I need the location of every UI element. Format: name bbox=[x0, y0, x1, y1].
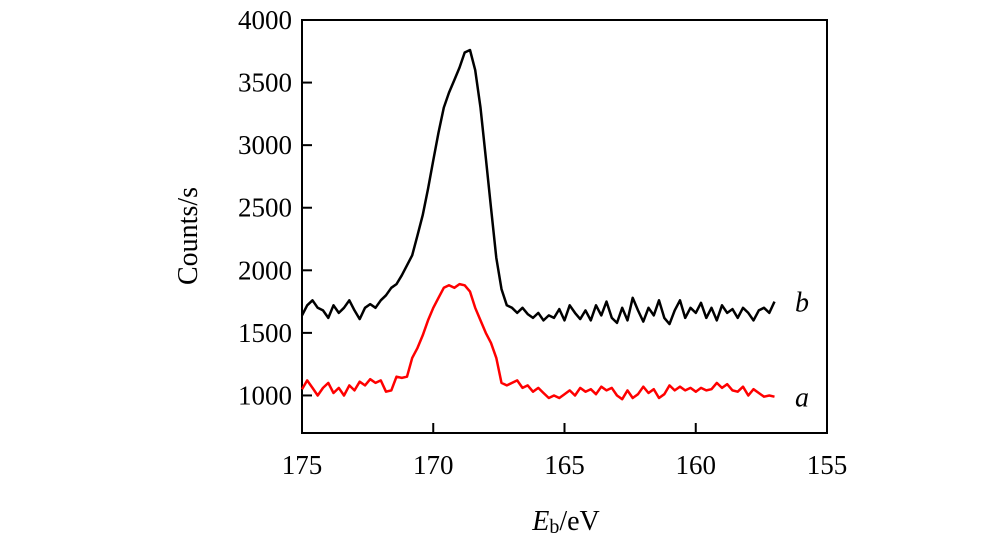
x-axis-label: Eb/eV bbox=[531, 506, 600, 538]
x-tick-label: 155 bbox=[807, 450, 848, 480]
x-axis-label-unit: /eV bbox=[559, 506, 599, 537]
y-tick-label: 1500 bbox=[238, 318, 292, 348]
x-axis-label-symbol: E bbox=[531, 506, 549, 537]
x-tick-label: 175 bbox=[282, 450, 323, 480]
y-tick-label: 3000 bbox=[238, 130, 292, 160]
series-layer bbox=[300, 48, 776, 401]
series-line-b bbox=[300, 48, 776, 326]
x-tick-label: 170 bbox=[413, 450, 454, 480]
x-tick-label: 160 bbox=[676, 450, 717, 480]
series-label-a: a bbox=[795, 383, 809, 414]
series-labels: ba bbox=[795, 288, 809, 414]
series-label-b: b bbox=[795, 288, 809, 319]
y-tick-label: 2000 bbox=[238, 255, 292, 285]
series-line-a bbox=[300, 282, 775, 401]
x-axis: 175 170 165 160 155 bbox=[282, 423, 848, 480]
y-tick-label: 2500 bbox=[238, 193, 292, 223]
plot-frame bbox=[301, 19, 828, 434]
y-tick-label: 4000 bbox=[238, 5, 292, 35]
y-axis: 1000 1500 2000 2500 3000 3500 4000 bbox=[238, 5, 312, 410]
y-tick-label: 1000 bbox=[238, 380, 292, 410]
y-axis-label: Counts/s bbox=[173, 187, 204, 285]
x-tick-label: 165 bbox=[544, 450, 585, 480]
y-tick-label: 3500 bbox=[238, 68, 292, 98]
x-axis-label-subscript: b bbox=[549, 516, 559, 538]
